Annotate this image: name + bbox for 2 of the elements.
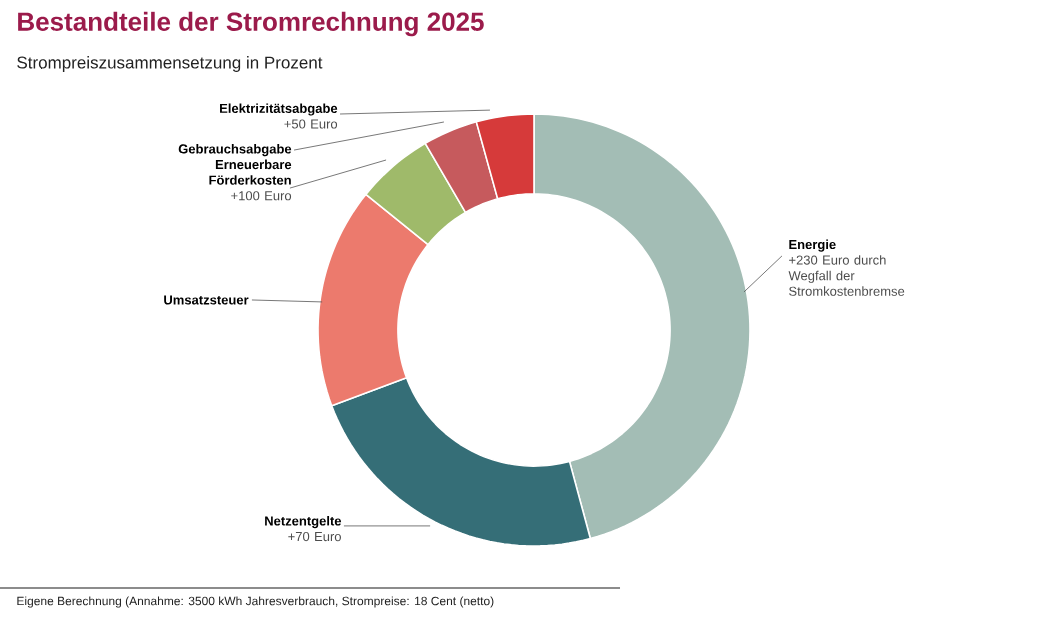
- chart-title: Bestandteile der Stromrechnung 2025: [18, 11, 484, 37]
- chart-subtitle: Strompreiszusammensetzung in Prozent: [17, 56, 323, 72]
